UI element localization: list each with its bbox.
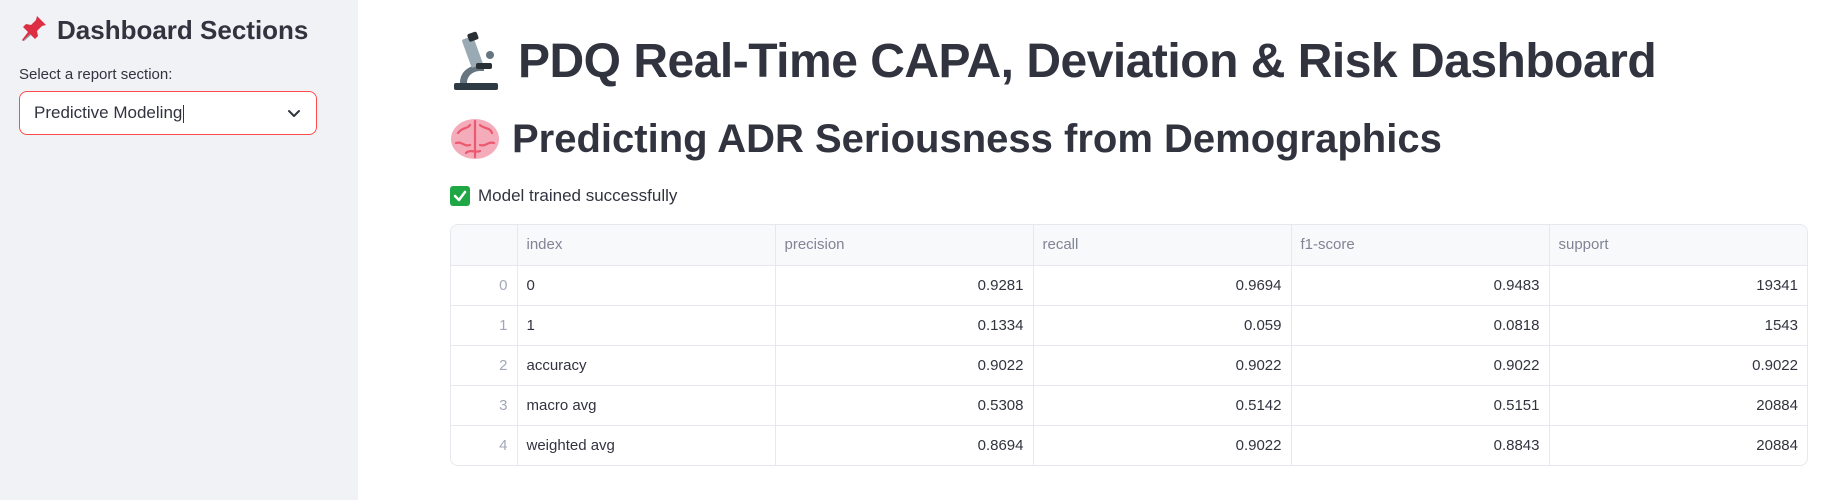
cell-support[interactable]: 20884 (1756, 436, 1798, 454)
sidebar-header: Dashboard Sections (19, 12, 339, 48)
section-title: Predicting ADR Seriousness from Demograp… (512, 116, 1442, 161)
table-row[interactable]: 0 0 0.9281 0.9694 0.9483 19341 (451, 265, 1807, 306)
row-number: 4 (451, 425, 518, 465)
sidebar: Dashboard Sections Select a report secti… (0, 0, 358, 500)
microscope-icon (454, 31, 498, 90)
table-header-row: index precision recall f1-score support (451, 225, 1807, 266)
cell-recall[interactable]: 0.9022 (1033, 345, 1292, 386)
cell-recall[interactable]: 0.059 (1033, 305, 1292, 346)
row-number: 0 (451, 265, 518, 306)
column-header-rownum[interactable] (451, 225, 518, 266)
cell-support[interactable]: 1543 (1549, 305, 1807, 346)
cell-index[interactable]: macro avg (517, 385, 776, 426)
cell-f1-score[interactable]: 0.8843 (1291, 425, 1550, 465)
cell-precision[interactable]: 0.9281 (775, 265, 1034, 306)
sidebar-title: Dashboard Sections (57, 14, 309, 45)
page-title: PDQ Real-Time CAPA, Deviation & Risk Das… (518, 34, 1657, 88)
table-row[interactable]: 2 accuracy 0.9022 0.9022 0.9022 0.9022 (451, 345, 1807, 386)
cell-index[interactable]: 0 (517, 265, 776, 306)
classification-report-table[interactable]: index precision recall f1-score support … (450, 224, 1808, 466)
main-content: PDQ Real-Time CAPA, Deviation & Risk Das… (358, 0, 1833, 500)
table-row[interactable]: 3 macro avg 0.5308 0.5142 0.5151 20884 (451, 385, 1807, 426)
column-header-recall[interactable]: recall (1033, 225, 1292, 266)
pushpin-icon (19, 13, 49, 48)
cell-index[interactable]: accuracy (517, 345, 776, 386)
cell-support[interactable]: 20884 (1549, 385, 1807, 426)
cell-precision[interactable]: 0.8694 (775, 425, 1034, 465)
status-message: Model trained successfully (450, 184, 1833, 208)
row-number: 1 (451, 305, 518, 346)
cell-precision[interactable]: 0.1334 (775, 305, 1034, 346)
cell-index[interactable]: weighted avg (517, 425, 776, 465)
brain-icon (451, 119, 499, 159)
chevron-down-icon[interactable] (286, 105, 302, 121)
cell-f1-score[interactable]: 0.9022 (1291, 345, 1550, 386)
section-select[interactable]: Predictive Modeling (19, 91, 317, 135)
cell-f1-score[interactable]: 0.9483 (1291, 265, 1550, 306)
table-row[interactable]: 4 weighted avg 0.8694 0.9022 0.8843 2088… (451, 425, 1807, 465)
cell-precision[interactable]: 0.5308 (775, 385, 1034, 426)
status-text: Model trained successfully (478, 186, 678, 205)
cell-support[interactable]: 19341 (1549, 265, 1807, 306)
column-header-index[interactable]: index (517, 225, 776, 266)
cell-recall[interactable]: 0.9022 (1033, 425, 1292, 465)
cell-recall[interactable]: 0.9694 (1033, 265, 1292, 306)
section-title-row: Predicting ADR Seriousness from Demograp… (450, 114, 1833, 164)
section-select-label: Select a report section: (19, 66, 173, 83)
column-header-f1-score[interactable]: f1-score (1291, 225, 1550, 266)
cell-recall[interactable]: 0.5142 (1033, 385, 1292, 426)
cell-f1-score[interactable]: 0.0818 (1291, 305, 1550, 346)
cell-f1-score[interactable]: 0.5151 (1291, 385, 1550, 426)
check-mark-icon (450, 186, 470, 206)
section-select-value: Predictive Modeling (34, 103, 183, 122)
cell-support[interactable]: 0.9022 (1549, 345, 1807, 386)
column-header-precision[interactable]: precision (775, 225, 1034, 266)
page-title-row: PDQ Real-Time CAPA, Deviation & Risk Das… (450, 26, 1833, 96)
row-number: 3 (451, 385, 518, 426)
cell-precision[interactable]: 0.9022 (775, 345, 1034, 386)
row-number: 2 (451, 345, 518, 386)
column-header-support[interactable]: support (1549, 225, 1807, 266)
table-row[interactable]: 1 1 0.1334 0.059 0.0818 1543 (451, 305, 1807, 346)
cell-index[interactable]: 1 (517, 305, 776, 346)
